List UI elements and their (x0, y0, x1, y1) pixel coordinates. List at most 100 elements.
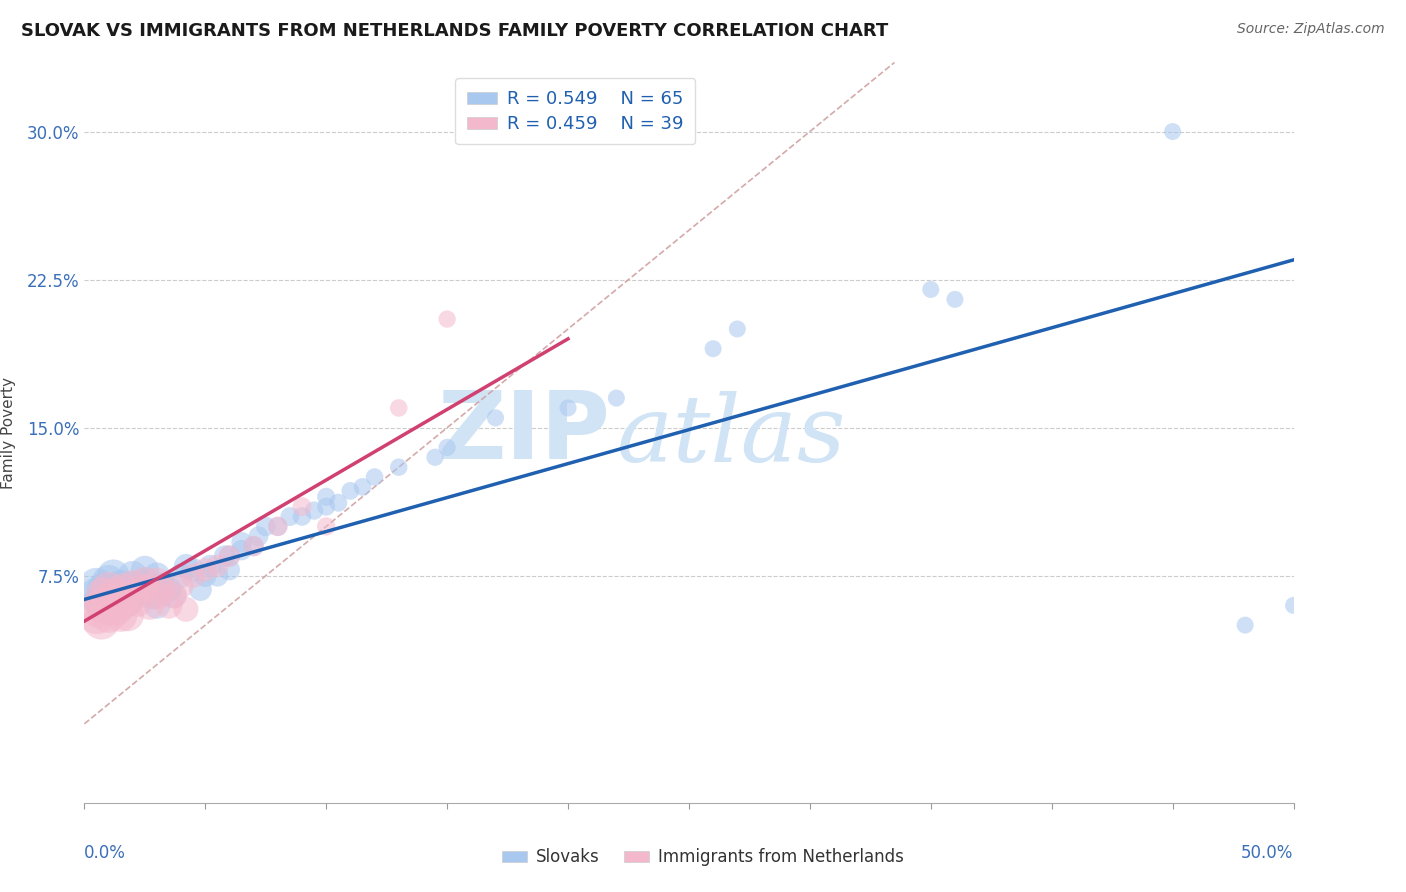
Point (242, 539, 264, 553)
Text: ZIP: ZIP (437, 386, 610, 479)
Point (388, 460, 411, 475)
Point (315, 500, 337, 514)
Point (163, 589, 186, 603)
Point (363, 470, 385, 484)
Point (247, 529, 270, 543)
Point (242, 539, 264, 553)
Point (117, 594, 139, 608)
Point (170, 568, 193, 582)
Point (134, 574, 156, 589)
Point (97, 582, 120, 597)
Point (1161, 124, 1184, 138)
Point (388, 401, 411, 415)
Text: atlas: atlas (616, 392, 846, 482)
Point (605, 391, 627, 405)
Point (110, 608, 132, 623)
Point (97, 599, 120, 613)
Point (117, 608, 139, 623)
Point (86, 608, 108, 623)
Point (254, 519, 277, 533)
Point (121, 579, 143, 593)
Point (557, 401, 579, 415)
Point (163, 589, 186, 603)
Text: SLOVAK VS IMMIGRANTS FROM NETHERLANDS FAMILY POVERTY CORRELATION CHART: SLOVAK VS IMMIGRANTS FROM NETHERLANDS FA… (21, 22, 889, 40)
Point (121, 568, 143, 582)
Point (302, 503, 325, 517)
Text: 50.0%: 50.0% (1241, 844, 1294, 862)
Text: Source: ZipAtlas.com: Source: ZipAtlas.com (1237, 22, 1385, 37)
Point (352, 480, 374, 494)
Point (267, 519, 290, 533)
Point (170, 579, 193, 593)
Point (134, 574, 156, 589)
Point (114, 594, 136, 608)
Point (920, 283, 942, 297)
Point (174, 558, 197, 573)
Point (127, 594, 149, 608)
Point (207, 558, 229, 573)
Point (436, 441, 458, 455)
Point (146, 582, 169, 597)
Point (702, 342, 724, 356)
Point (103, 589, 125, 603)
Point (157, 582, 180, 597)
Point (1234, 618, 1257, 632)
Point (181, 568, 204, 582)
Point (214, 549, 236, 563)
Point (97, 574, 120, 589)
Point (86, 579, 108, 593)
Point (127, 582, 149, 597)
Point (97, 589, 120, 603)
Point (87, 602, 110, 616)
Point (484, 410, 506, 425)
Legend: Slovaks, Immigrants from Netherlands: Slovaks, Immigrants from Netherlands (496, 842, 910, 873)
Point (146, 568, 169, 582)
Point (218, 563, 240, 577)
Point (315, 519, 337, 533)
Text: 0.0%: 0.0% (84, 844, 127, 862)
Point (146, 589, 169, 603)
Point (181, 563, 204, 577)
Point (231, 543, 253, 558)
Point (121, 589, 143, 603)
Point (423, 450, 446, 465)
Point (150, 582, 173, 597)
Point (104, 602, 127, 616)
Point (339, 483, 361, 498)
Point (103, 582, 125, 597)
Point (121, 579, 143, 593)
Point (103, 568, 125, 582)
Point (207, 568, 229, 582)
Point (93, 582, 115, 597)
Point (278, 509, 301, 524)
Point (90, 614, 112, 628)
Point (218, 549, 240, 563)
Point (104, 589, 127, 603)
Point (725, 322, 748, 336)
Point (103, 599, 125, 613)
Point (194, 563, 217, 577)
Point (328, 496, 350, 510)
Point (157, 599, 180, 613)
Point (110, 599, 132, 613)
Point (121, 589, 143, 603)
Point (93, 589, 115, 603)
Point (110, 579, 132, 593)
Point (141, 589, 163, 603)
Point (218, 549, 240, 563)
Point (114, 582, 136, 597)
Point (315, 490, 337, 504)
Point (194, 568, 217, 582)
Point (134, 582, 156, 597)
Legend: R = 0.549    N = 65, R = 0.459    N = 39: R = 0.549 N = 65, R = 0.459 N = 39 (456, 78, 696, 145)
Point (138, 599, 160, 613)
Point (190, 582, 212, 597)
Point (231, 535, 253, 549)
Point (943, 293, 966, 307)
Point (198, 558, 221, 573)
Point (112, 582, 135, 597)
Point (97, 608, 120, 623)
Point (90, 594, 112, 608)
Point (150, 579, 173, 593)
Point (86, 589, 108, 603)
